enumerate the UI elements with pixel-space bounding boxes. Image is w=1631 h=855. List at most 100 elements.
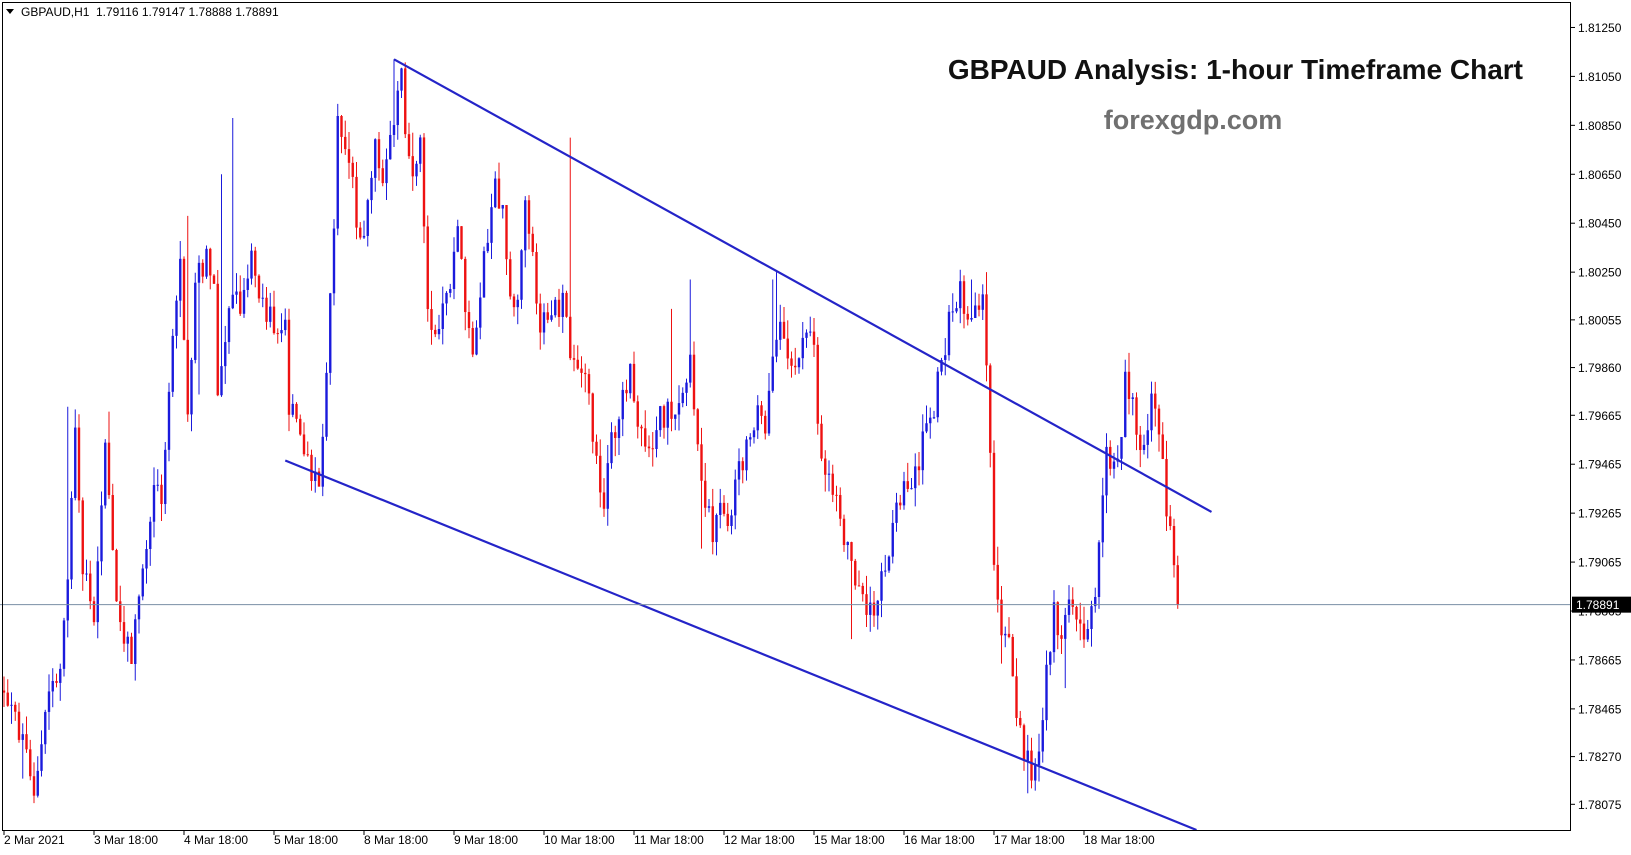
- candle: [745, 436, 748, 481]
- candle: [17, 702, 21, 743]
- lower-channel-line[interactable]: [284, 459, 1197, 832]
- candle: [321, 423, 324, 497]
- candle: [584, 363, 587, 393]
- candle: [1064, 607, 1067, 689]
- candle: [377, 131, 381, 181]
- candle: [152, 467, 156, 538]
- candle: [392, 59, 396, 148]
- candle: [632, 351, 636, 403]
- candle: [940, 357, 943, 376]
- candle: [572, 344, 576, 372]
- candle: [914, 453, 917, 507]
- candle: [490, 193, 493, 260]
- candle: [779, 304, 782, 350]
- y-tick-label: 1.79065: [1578, 556, 1622, 570]
- candle: [329, 292, 332, 385]
- candle: [734, 469, 737, 530]
- candle: [786, 320, 789, 370]
- candle: [816, 337, 819, 435]
- candle: [1079, 602, 1082, 641]
- candle: [261, 283, 264, 308]
- candle: [670, 308, 673, 432]
- candle: [797, 357, 801, 374]
- candle: [430, 290, 433, 345]
- candle: [906, 462, 909, 493]
- candle: [580, 356, 583, 388]
- candle: [962, 275, 966, 329]
- candle: [107, 411, 111, 499]
- candle: [827, 460, 831, 492]
- candle: [520, 249, 523, 309]
- candle: [175, 295, 178, 349]
- candle: [749, 433, 752, 447]
- upper-channel-line[interactable]: [393, 58, 1213, 513]
- candle: [362, 220, 366, 240]
- candle: [201, 259, 204, 284]
- x-tick-label: 5 Mar 18:00: [274, 833, 338, 847]
- candle: [947, 304, 951, 361]
- candle: [974, 292, 977, 319]
- candle: [81, 497, 84, 591]
- candle: [535, 243, 538, 315]
- candle: [422, 133, 426, 244]
- x-tick-label: 12 Mar 18:00: [724, 833, 795, 847]
- candle: [775, 272, 778, 363]
- candle: [21, 723, 24, 779]
- candle: [880, 562, 883, 618]
- candle: [606, 444, 609, 526]
- candle: [1172, 518, 1176, 578]
- candle: [404, 62, 407, 139]
- trendline-group[interactable]: [284, 58, 1213, 832]
- candle: [576, 345, 579, 370]
- candle: [164, 442, 167, 515]
- candle: [55, 673, 58, 688]
- candle: [925, 405, 928, 434]
- candle: [1052, 590, 1056, 663]
- candle: [820, 415, 823, 462]
- candle: [752, 427, 756, 444]
- candle: [861, 582, 864, 602]
- x-tick-label: 17 Mar 18:00: [994, 833, 1065, 847]
- candle: [284, 308, 287, 336]
- candle: [737, 448, 741, 496]
- y-tick-label: 1.80850: [1578, 119, 1622, 133]
- candle: [220, 174, 223, 397]
- chart-header[interactable]: GBPAUD,H1 1.79116 1.79147 1.78888 1.7889…: [6, 5, 279, 19]
- candle: [501, 204, 504, 219]
- candle: [314, 457, 317, 493]
- candle: [651, 432, 654, 467]
- candle: [209, 247, 212, 290]
- price-axis[interactable]: 1.81250 1.81050 1.80850 1.80650 1.80450 1.802…: [1570, 21, 1622, 812]
- candle: [32, 762, 36, 804]
- candle: [325, 362, 328, 441]
- price-tag-text: 1.78891: [1576, 598, 1620, 612]
- candle: [587, 368, 591, 405]
- candle: [149, 516, 152, 566]
- candle: [1120, 436, 1123, 470]
- candle: [486, 228, 489, 254]
- candle: [891, 510, 894, 564]
- candle: [167, 382, 171, 462]
- candle: [452, 237, 456, 300]
- y-tick-label: 1.81250: [1578, 21, 1622, 35]
- candle: [542, 303, 546, 345]
- candle: [617, 416, 621, 456]
- candle: [407, 122, 411, 159]
- dropdown-triangle-icon[interactable]: [6, 9, 14, 14]
- candle: [92, 596, 96, 626]
- candle: [625, 379, 628, 402]
- candle: [557, 288, 561, 327]
- candle: [554, 296, 557, 318]
- y-tick-label: 1.78075: [1578, 798, 1622, 812]
- candle: [719, 488, 722, 529]
- candle: [47, 674, 51, 730]
- candle: [254, 246, 257, 288]
- time-axis[interactable]: 2 Mar 2021 3 Mar 18:00 4 Mar 18:00 5 Mar 18…: [3, 830, 1155, 847]
- candle: [44, 709, 47, 754]
- candle: [359, 222, 362, 240]
- candle: [14, 701, 17, 721]
- candle: [224, 325, 227, 384]
- candle: [437, 314, 441, 340]
